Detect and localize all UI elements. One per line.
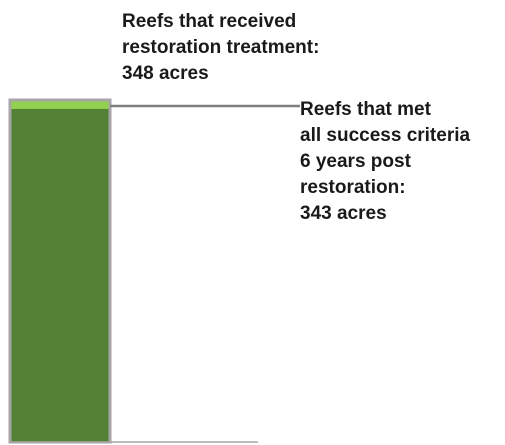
annotation-reefs-treated: Reefs that received restoration treatmen… — [122, 11, 320, 84]
annotation-reefs-met-criteria: Reefs that met all success criteria 6 ye… — [300, 99, 471, 224]
bar-reefs-met-criteria — [11, 108, 109, 443]
